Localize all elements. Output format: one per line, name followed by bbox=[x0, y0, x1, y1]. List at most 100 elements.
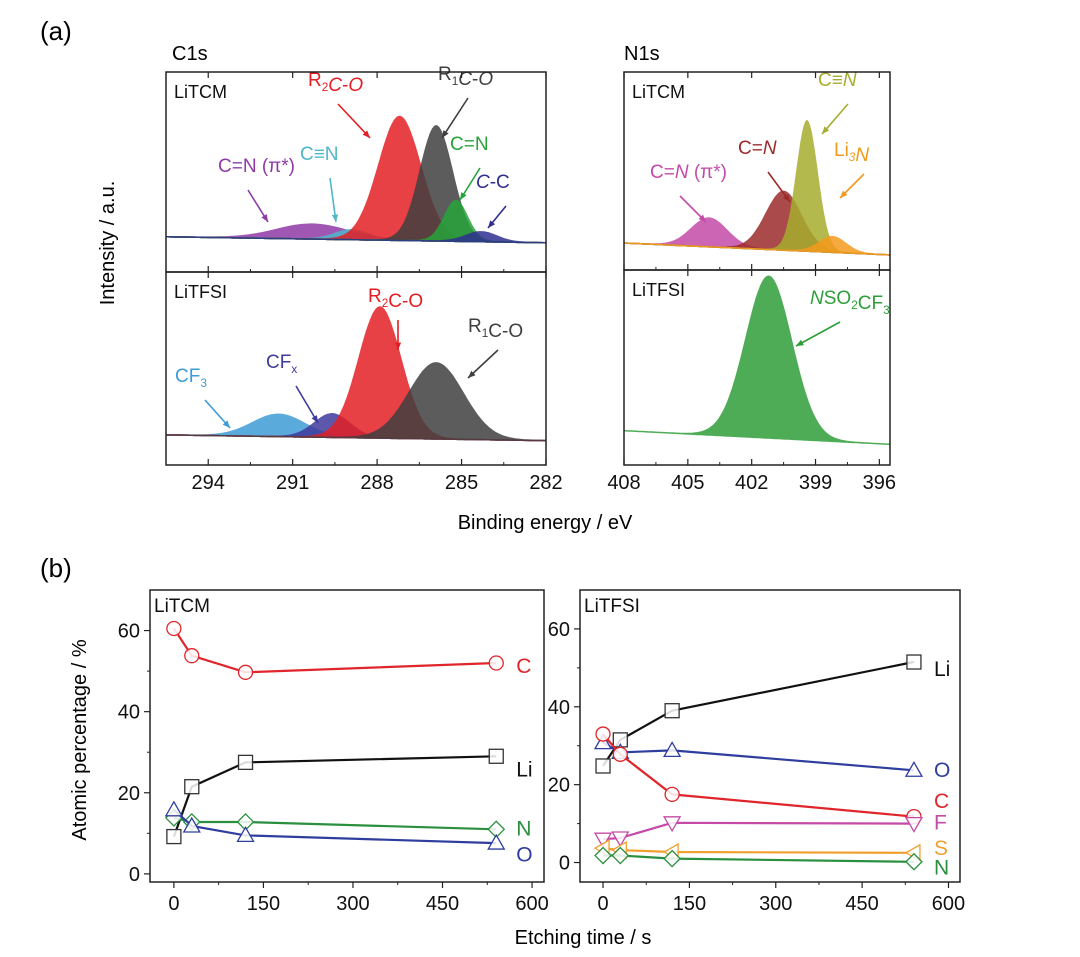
data-point-triangle-up bbox=[164, 800, 183, 817]
peak-label: C=N bbox=[450, 134, 489, 155]
x-tick-label: 285 bbox=[445, 472, 478, 494]
peak-arrow-head bbox=[222, 420, 230, 428]
series-label-O: O bbox=[516, 844, 532, 867]
comp-litfsi-plot bbox=[593, 654, 924, 871]
x-tick-label: 288 bbox=[360, 472, 393, 494]
data-point-circle bbox=[184, 648, 200, 664]
peak-arrow-head bbox=[394, 342, 402, 350]
data-point-diamond bbox=[663, 849, 682, 868]
x-tick-label: 0 bbox=[168, 893, 179, 915]
peak-cf3 bbox=[166, 413, 546, 442]
series-label-S: S bbox=[934, 837, 948, 860]
series-line bbox=[602, 821, 914, 841]
x-tick-label: 294 bbox=[192, 472, 225, 494]
data-point-circle bbox=[237, 664, 254, 680]
sample-label: LiTFSI bbox=[632, 280, 685, 300]
y-tick-label: 0 bbox=[129, 864, 140, 886]
peak-label: CFx bbox=[266, 352, 297, 376]
data-point-square bbox=[184, 779, 200, 795]
series-line bbox=[602, 660, 915, 767]
x-tick-label: 402 bbox=[735, 472, 768, 494]
composition-ylabel: Atomic percentage / % bbox=[69, 639, 91, 840]
peak-c-n bbox=[166, 199, 546, 244]
series-label-C: C bbox=[934, 790, 949, 813]
x-tick-label: 450 bbox=[845, 893, 878, 915]
sample-label: LiTCM bbox=[154, 596, 210, 617]
series-N bbox=[164, 809, 506, 839]
peak-arrow bbox=[795, 321, 841, 347]
data-point-square bbox=[166, 828, 182, 845]
x-tick-label: 408 bbox=[607, 472, 640, 494]
peak-nso2cf3 bbox=[624, 275, 890, 445]
peak-r2c-o bbox=[166, 306, 546, 442]
series-Li bbox=[166, 748, 504, 845]
series-line bbox=[602, 733, 915, 818]
series-C bbox=[166, 620, 504, 680]
data-point-triangle-up bbox=[236, 826, 255, 843]
data-point-circle bbox=[595, 726, 611, 742]
series-line bbox=[602, 847, 914, 854]
data-point-circle bbox=[612, 746, 628, 762]
c1s-title: C1s bbox=[172, 43, 208, 65]
n1s-litfsi-plot bbox=[624, 275, 890, 445]
data-point-diamond bbox=[611, 846, 630, 865]
x-tick-label: 300 bbox=[336, 893, 369, 915]
data-point-triangle-down bbox=[663, 816, 682, 833]
data-point-triangle-up bbox=[663, 741, 682, 758]
peak-arrow-head bbox=[460, 192, 467, 200]
data-point-triangle-down bbox=[904, 816, 924, 833]
x-tick-label: 405 bbox=[671, 472, 704, 494]
data-point-triangle-up bbox=[182, 816, 201, 833]
peak-arrow-head bbox=[311, 415, 318, 423]
comp-litcm-frame bbox=[149, 589, 545, 883]
peak-arrow-head bbox=[698, 214, 706, 222]
data-point-diamond bbox=[905, 852, 923, 871]
x-tick-label: 600 bbox=[932, 893, 965, 915]
peak-arrow bbox=[337, 103, 371, 139]
panel-label-b: (b) bbox=[40, 553, 72, 583]
peak-c-n bbox=[624, 119, 890, 256]
panel-label-a: (a) bbox=[40, 16, 72, 46]
peak-label: CF3 bbox=[175, 366, 207, 390]
peak-label: C≡N bbox=[300, 144, 339, 165]
series-line bbox=[172, 755, 497, 837]
peak-label: Li3N bbox=[834, 140, 869, 166]
c1s-litcm-plot bbox=[166, 115, 546, 244]
peak-arrow-head bbox=[331, 214, 339, 222]
series-line bbox=[172, 627, 497, 674]
sample-label: LiTFSI bbox=[174, 282, 227, 302]
data-point-triangle-down bbox=[611, 831, 630, 848]
series-line bbox=[603, 854, 914, 863]
peak-label: R1C-O bbox=[438, 64, 493, 90]
xps-ylabel: Intensity / a.u. bbox=[97, 181, 119, 306]
x-tick-label: 399 bbox=[799, 472, 832, 494]
peak-arrow-head bbox=[840, 190, 848, 198]
series-line bbox=[602, 741, 914, 772]
data-point-square bbox=[595, 758, 611, 774]
y-tick-label: 60 bbox=[548, 619, 570, 641]
series-line bbox=[173, 808, 497, 845]
peak-c-n bbox=[624, 190, 890, 256]
data-point-square bbox=[906, 654, 922, 670]
x-tick-label: 291 bbox=[276, 472, 309, 494]
y-tick-label: 40 bbox=[548, 697, 570, 719]
data-point-circle bbox=[488, 655, 504, 671]
y-tick-label: 40 bbox=[118, 702, 140, 724]
y-tick-label: 20 bbox=[118, 783, 140, 805]
data-point-circle bbox=[664, 786, 680, 803]
series-label-F: F bbox=[934, 812, 947, 835]
series-label-O: O bbox=[934, 759, 950, 782]
data-point-circle bbox=[166, 620, 182, 637]
series-label-Li: Li bbox=[934, 658, 950, 681]
series-C bbox=[595, 726, 922, 825]
y-tick-label: 0 bbox=[559, 853, 570, 875]
x-tick-label: 150 bbox=[673, 893, 706, 915]
series-line bbox=[173, 816, 497, 831]
peak-arrow-head bbox=[442, 130, 449, 138]
data-point-diamond bbox=[594, 846, 612, 865]
sample-label: LiTCM bbox=[632, 82, 685, 102]
x-tick-label: 150 bbox=[247, 893, 280, 915]
x-tick-label: 282 bbox=[529, 472, 562, 494]
series-N bbox=[594, 846, 923, 871]
n1s-title: N1s bbox=[624, 43, 660, 65]
